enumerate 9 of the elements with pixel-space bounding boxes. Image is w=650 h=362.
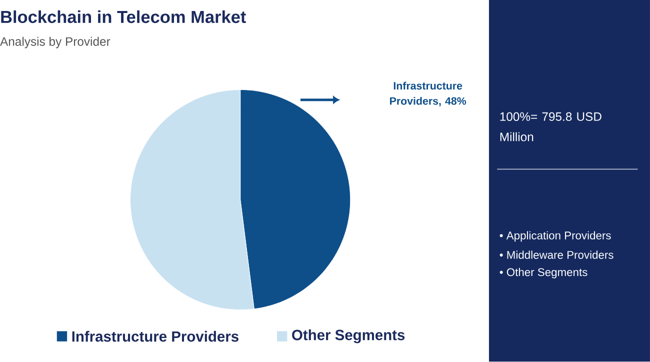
legend-label: Infrastructure Providers: [72, 331, 238, 342]
chart-subtitle: Analysis by Provider: [0, 37, 110, 48]
text: Infrastructure Providers, 48%: [390, 82, 466, 106]
text: • Middleware Providers: [500, 250, 614, 259]
text: • Application Providers: [500, 231, 611, 242]
chart-title: Blockchain in Telecom Market: [1, 10, 246, 24]
legend-label: Other Segments: [292, 330, 405, 344]
text: 100%= 795.8 USD Million: [500, 112, 602, 142]
text: • Other Segments: [500, 268, 588, 278]
